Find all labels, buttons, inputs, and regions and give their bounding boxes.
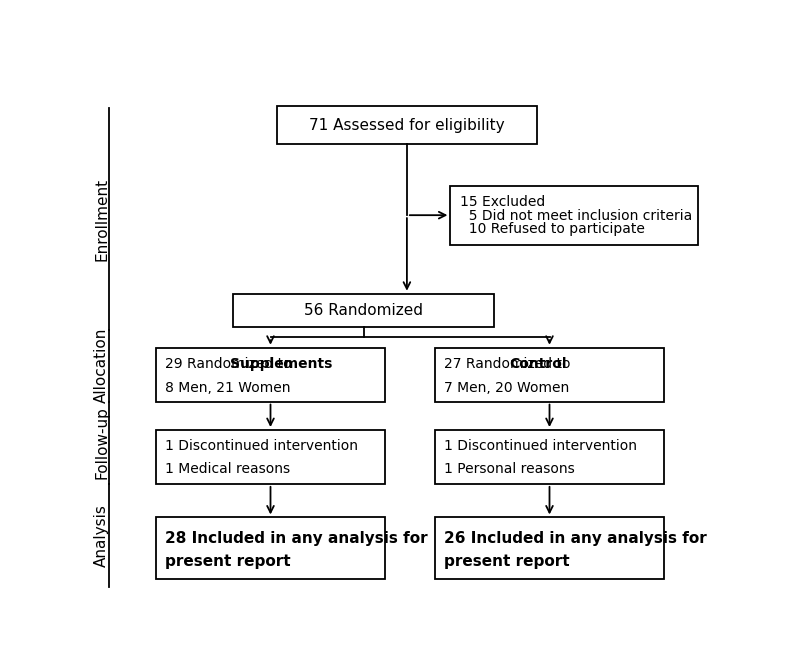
Text: 10 Refused to participate: 10 Refused to participate (459, 222, 645, 236)
Text: 28 Included in any analysis for: 28 Included in any analysis for (165, 532, 428, 546)
Bar (435, 430, 664, 484)
Text: 1 Medical reasons: 1 Medical reasons (165, 462, 290, 476)
Text: 1 Discontinued intervention: 1 Discontinued intervention (444, 439, 637, 453)
Text: Supplements: Supplements (230, 357, 333, 371)
Bar (435, 517, 664, 579)
Bar (435, 347, 664, 401)
Text: 29 Randomized to: 29 Randomized to (165, 357, 296, 371)
Bar (234, 294, 494, 327)
Text: 15 Excluded: 15 Excluded (459, 195, 545, 209)
Text: 71 Assessed for eligibility: 71 Assessed for eligibility (309, 118, 505, 133)
Bar (156, 517, 386, 579)
Text: 56 Randomized: 56 Randomized (304, 303, 423, 318)
Text: 27 Randomized to: 27 Randomized to (444, 357, 575, 371)
Bar (277, 106, 537, 144)
Bar (156, 347, 386, 401)
Text: present report: present report (444, 554, 570, 569)
Text: 8 Men, 21 Women: 8 Men, 21 Women (165, 381, 290, 395)
Text: Analysis: Analysis (94, 504, 110, 567)
Text: 26 Included in any analysis for: 26 Included in any analysis for (444, 532, 707, 546)
Text: 7 Men, 20 Women: 7 Men, 20 Women (444, 381, 570, 395)
Text: 1 Personal reasons: 1 Personal reasons (444, 462, 575, 476)
Text: 1 Discontinued intervention: 1 Discontinued intervention (165, 439, 358, 453)
Text: Enrollment: Enrollment (94, 178, 110, 261)
Text: Control: Control (510, 357, 567, 371)
Bar (156, 430, 386, 484)
Text: Allocation: Allocation (94, 328, 110, 403)
Bar (450, 186, 698, 244)
Text: Follow-up: Follow-up (94, 406, 110, 479)
Text: present report: present report (165, 554, 290, 569)
Text: 5 Did not meet inclusion criteria: 5 Did not meet inclusion criteria (459, 208, 692, 222)
